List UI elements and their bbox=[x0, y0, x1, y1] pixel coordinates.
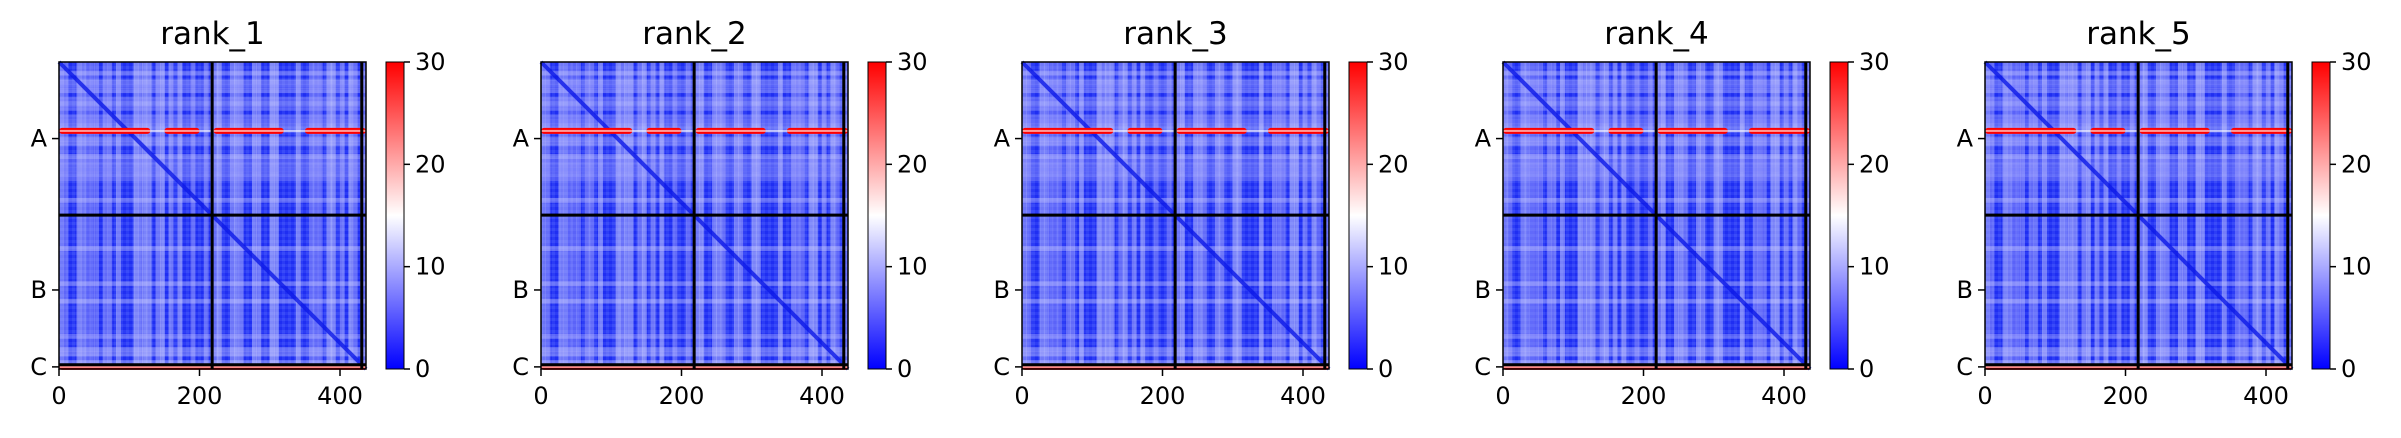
colorbar-tick-label: 30 bbox=[415, 48, 446, 76]
y-tick-label: C bbox=[512, 353, 529, 381]
colorbar-tick-label: 20 bbox=[415, 150, 446, 178]
x-tick-label: 200 bbox=[2103, 382, 2149, 410]
y-tick-label: A bbox=[513, 125, 530, 153]
colorbar-tick-label: 10 bbox=[2341, 253, 2372, 281]
colorbar-tick-label: 0 bbox=[897, 355, 912, 383]
y-tick-label: C bbox=[1956, 353, 1973, 381]
colorbar bbox=[386, 62, 404, 369]
colorbar-tick-label: 10 bbox=[1378, 253, 1409, 281]
x-tick-label: 0 bbox=[1014, 382, 1029, 410]
colorbar-tick-label: 0 bbox=[415, 355, 430, 383]
x-tick-label: 400 bbox=[799, 382, 845, 410]
y-tick-label: C bbox=[993, 353, 1010, 381]
colorbar-tick-label: 20 bbox=[2341, 150, 2372, 178]
x-tick-label: 400 bbox=[1280, 382, 1326, 410]
x-tick-label: 400 bbox=[2243, 382, 2289, 410]
colorbar-tick-label: 20 bbox=[897, 150, 928, 178]
x-tick-label: 0 bbox=[51, 382, 66, 410]
colorbar-tick-label: 10 bbox=[897, 253, 928, 281]
panel-title: rank_2 bbox=[642, 16, 747, 52]
colorbar-tick-label: 10 bbox=[415, 253, 446, 281]
colorbar-tick-label: 30 bbox=[1378, 48, 1409, 76]
colorbar-tick-label: 20 bbox=[1859, 150, 1890, 178]
x-tick-label: 200 bbox=[1140, 382, 1186, 410]
y-tick-label: B bbox=[994, 276, 1010, 304]
colorbar-tick-label: 30 bbox=[2341, 48, 2372, 76]
panel-title: rank_1 bbox=[160, 16, 265, 52]
panel-title: rank_5 bbox=[2086, 16, 2191, 52]
y-tick-label: A bbox=[1957, 125, 1974, 153]
y-tick-label: A bbox=[1475, 125, 1492, 153]
y-tick-label: A bbox=[994, 125, 1011, 153]
colorbar-tick-label: 0 bbox=[1859, 355, 1874, 383]
y-tick-label: B bbox=[1475, 276, 1491, 304]
colorbar bbox=[868, 62, 886, 369]
x-tick-label: 200 bbox=[1621, 382, 1667, 410]
x-tick-label: 400 bbox=[1761, 382, 1807, 410]
colorbar-tick-label: 30 bbox=[897, 48, 928, 76]
x-tick-label: 200 bbox=[177, 382, 223, 410]
y-tick-label: B bbox=[31, 276, 47, 304]
colorbar-tick-label: 30 bbox=[1859, 48, 1890, 76]
x-tick-label: 200 bbox=[659, 382, 705, 410]
y-tick-label: A bbox=[31, 125, 48, 153]
x-tick-label: 0 bbox=[1977, 382, 1992, 410]
colorbar-tick-label: 0 bbox=[2341, 355, 2356, 383]
y-tick-label: B bbox=[513, 276, 529, 304]
panel-title: rank_4 bbox=[1604, 16, 1709, 52]
x-tick-label: 400 bbox=[317, 382, 363, 410]
colorbar-tick-label: 0 bbox=[1378, 355, 1393, 383]
colorbar bbox=[1830, 62, 1848, 369]
colorbar-tick-label: 10 bbox=[1859, 253, 1890, 281]
y-tick-label: C bbox=[1474, 353, 1491, 381]
colorbar bbox=[2312, 62, 2330, 369]
y-tick-label: B bbox=[1957, 276, 1973, 304]
x-tick-label: 0 bbox=[533, 382, 548, 410]
colorbar bbox=[1349, 62, 1367, 369]
colorbar-tick-label: 20 bbox=[1378, 150, 1409, 178]
panel-title: rank_3 bbox=[1123, 16, 1228, 52]
x-tick-label: 0 bbox=[1495, 382, 1510, 410]
y-tick-label: C bbox=[30, 353, 47, 381]
